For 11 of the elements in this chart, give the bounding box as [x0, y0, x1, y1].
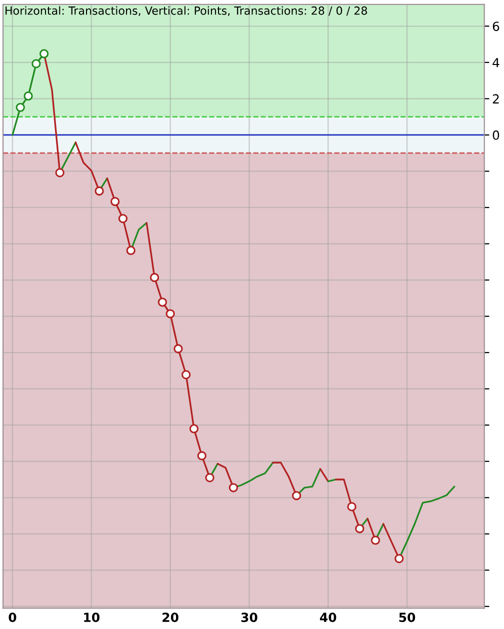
- x-tick-label: 0: [8, 612, 16, 622]
- x-tick-label: 30: [241, 612, 258, 622]
- y-tick-label: 2: [492, 94, 499, 104]
- x-tick-label: 40: [320, 612, 336, 622]
- y-tick-label: 4: [492, 58, 500, 68]
- y-tick-label: 0: [492, 130, 500, 140]
- x-tick-label: 10: [84, 612, 100, 622]
- chart-title: Horizontal: Transactions, Vertical: Points, Transactions: 28 / 0 / 28: [6, 6, 368, 16]
- x-tick-label: 50: [399, 612, 416, 622]
- x-tick-label: 20: [162, 612, 178, 622]
- y-tick-label: 6: [492, 22, 500, 32]
